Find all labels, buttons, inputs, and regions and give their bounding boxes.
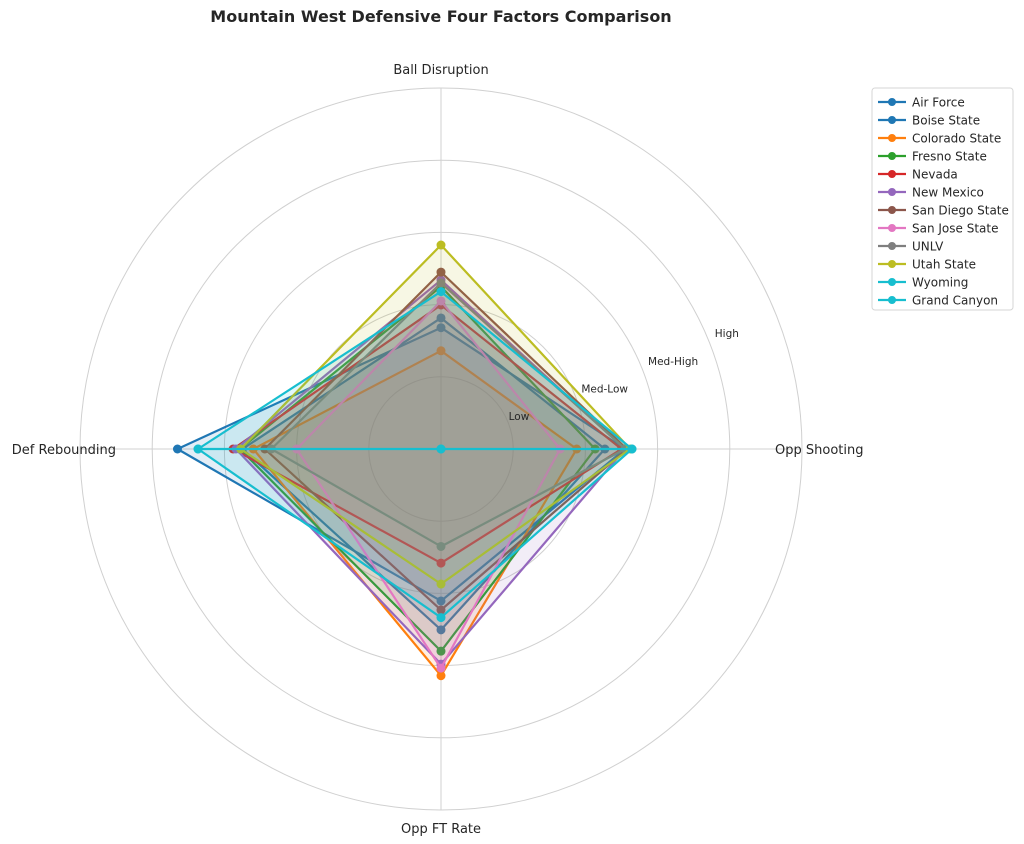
series-fill [198,291,632,618]
data-point [436,605,446,615]
legend: Air Force Boise State Colorado State Fresno… [871,87,1014,311]
legend-label: UNLV [912,240,944,254]
legend-entry: Utah State [878,258,976,272]
data-point [436,323,446,333]
radial-tick-label: Low [509,411,530,423]
legend-label: Wyoming [912,276,968,290]
data-point [627,444,637,454]
legend-entry: San Jose State [878,222,998,236]
legend-marker [888,98,896,106]
legend-entry: Air Force [878,96,965,110]
legend-entry: UNLV [878,240,944,254]
legend-box [871,87,1014,311]
legend-label: New Mexico [912,186,984,200]
legend-label: Nevada [912,168,958,182]
data-point [193,444,203,454]
legend-label: Grand Canyon [912,294,998,308]
legend-marker [888,116,896,124]
series-fill [235,280,626,665]
series-san-jose-state [292,296,565,673]
legend-label: Boise State [912,114,980,128]
legend-label: Air Force [912,96,965,110]
data-point [172,444,182,454]
series-group [172,240,637,681]
legend-entry: Colorado State [878,132,1001,146]
data-point [436,240,446,250]
data-point [436,613,446,623]
legend-marker [888,152,896,160]
data-point [436,287,446,297]
legend-marker [888,206,896,214]
data-point [436,579,446,589]
data-point [436,313,446,323]
legend-marker [888,170,896,178]
legend-marker [888,296,896,304]
legend-marker [888,242,896,250]
data-point [436,646,446,656]
series-grand-canyon [193,444,637,454]
radial-tick-label: High [715,328,739,340]
legend-marker [888,224,896,232]
legend-label: Fresno State [912,150,987,164]
legend-entry: New Mexico [878,186,984,200]
data-point [436,267,446,277]
legend-entry: Fresno State [878,150,987,164]
data-point [436,541,446,551]
radial-tick-label: Med-High [648,356,698,368]
data-point [436,596,446,606]
series-fill [253,350,577,676]
series-fill [242,317,605,630]
data-point [436,346,446,356]
radial-tick-label: Med-Low [581,383,628,395]
series-fill [271,282,626,547]
legend-entry: Boise State [878,114,980,128]
legend-label: San Jose State [912,222,998,236]
legend-marker [888,188,896,196]
legend-marker [888,278,896,286]
axis-labels: Ball Disruption Opp Shooting Opp FT Rate De… [12,63,864,837]
series-fill [240,245,631,585]
data-point [436,558,446,568]
data-point [436,663,446,673]
data-point [436,444,446,454]
legend-marker [888,134,896,142]
axis-label: Def Rebounding [12,443,116,458]
legend-entry: Nevada [878,168,958,182]
legend-label: San Diego State [912,204,1009,218]
legend-entry: San Diego State [878,204,1009,218]
legend-marker [888,260,896,268]
axis-label: Ball Disruption [393,63,488,78]
series-wyoming [193,287,637,623]
data-point [436,278,446,288]
data-point [436,671,446,681]
data-point [436,625,446,635]
series-colorado-state [248,346,582,681]
legend-label: Utah State [912,258,976,272]
legend-entry: Grand Canyon [878,294,998,308]
axis-label: Opp Shooting [775,443,863,458]
chart-title: Mountain West Defensive Four Factors Com… [210,7,671,26]
legend-label: Colorado State [912,132,1001,146]
series-fill [296,300,561,669]
data-point [436,296,446,306]
axis-label: Opp FT Rate [401,822,481,837]
legend-entry: Wyoming [878,276,968,290]
